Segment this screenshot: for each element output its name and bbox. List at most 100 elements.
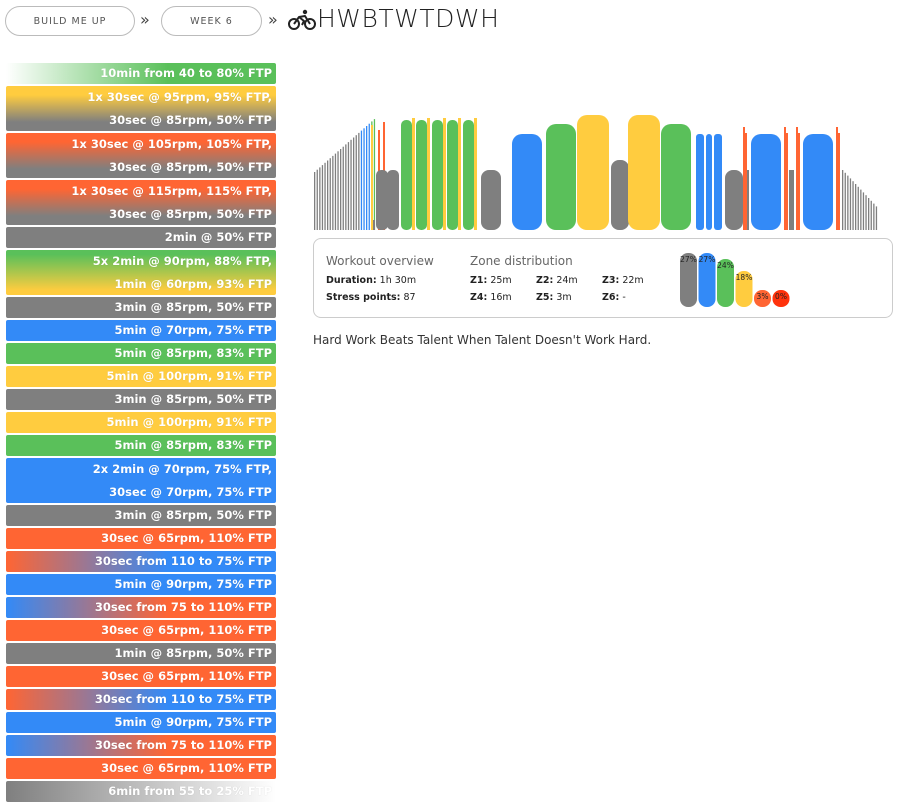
- chart-bar: [784, 127, 786, 230]
- chart-bar: [714, 134, 722, 230]
- interval-label: 30sec @ 65rpm, 110% FTP: [101, 669, 272, 683]
- interval-item[interactable]: 3min @ 85rpm, 50% FTP: [6, 389, 276, 410]
- interval-label: 3min @ 85rpm, 50% FTP: [114, 508, 272, 522]
- zone-item-z2: Z2: 24m: [536, 275, 578, 286]
- interval-item[interactable]: 30sec from 110 to 75% FTP: [6, 689, 276, 710]
- chart-bar: [725, 170, 743, 230]
- chart-bar: [628, 115, 660, 230]
- zone-value: 22m: [622, 275, 644, 286]
- chart-bar: [463, 120, 474, 230]
- chart-bar: [342, 146, 344, 230]
- zone-label: Z2:: [536, 275, 554, 286]
- interval-label: 1x 30sec @ 115rpm, 115% FTP,: [71, 184, 272, 198]
- interval-item[interactable]: 2x 2min @ 70rpm, 75% FTP, 30sec @ 70rpm, …: [6, 458, 276, 503]
- interval-item[interactable]: 30sec @ 65rpm, 110% FTP: [6, 758, 276, 779]
- chart-bar: [416, 120, 427, 230]
- interval-item[interactable]: 5min @ 100rpm, 91% FTP: [6, 366, 276, 387]
- chart-bar: [334, 153, 337, 230]
- chart-bar: [332, 155, 334, 230]
- chart-bar: [798, 133, 800, 230]
- interval-label: 1min @ 60rpm, 93% FTP: [114, 276, 272, 291]
- interval-item[interactable]: 5min @ 70rpm, 75% FTP: [6, 320, 276, 341]
- interval-item[interactable]: 5x 2min @ 90rpm, 88% FTP, 1min @ 60rpm, 9…: [6, 250, 276, 295]
- interval-item[interactable]: 30sec @ 65rpm, 110% FTP: [6, 666, 276, 687]
- interval-item[interactable]: 1x 30sec @ 105rpm, 105% FTP, 30sec @ 85rp…: [6, 133, 276, 178]
- interval-item[interactable]: 30sec from 75 to 110% FTP: [6, 597, 276, 618]
- chart-bar: [458, 118, 461, 230]
- zone-bar-label: 18%: [736, 273, 753, 282]
- chart-bar: [870, 200, 872, 230]
- interval-item[interactable]: 5min @ 90rpm, 75% FTP: [6, 712, 276, 733]
- interval-item[interactable]: 2min @ 50% FTP: [6, 227, 276, 248]
- chart-bar: [337, 151, 339, 230]
- chart-bar: [481, 170, 501, 230]
- interval-item[interactable]: 30sec @ 65rpm, 110% FTP: [6, 620, 276, 641]
- interval-item[interactable]: 10min from 40 to 80% FTP: [6, 63, 276, 84]
- chart-bar: [838, 133, 840, 230]
- interval-item[interactable]: 5min @ 100rpm, 91% FTP: [6, 412, 276, 433]
- breadcrumb-plan-button[interactable]: BUILD ME UP: [5, 6, 135, 36]
- chart-bar: [373, 220, 375, 230]
- interval-item[interactable]: 30sec @ 65rpm, 110% FTP: [6, 528, 276, 549]
- interval-label: 30sec @ 85rpm, 50% FTP: [109, 206, 272, 221]
- chart-bar: [849, 178, 852, 230]
- interval-item[interactable]: 1min @ 85rpm, 50% FTP: [6, 643, 276, 664]
- zone-item-z4: Z4: 16m: [470, 292, 512, 303]
- interval-label: 30sec @ 65rpm, 110% FTP: [101, 531, 272, 545]
- chart-bar: [512, 134, 542, 230]
- bicycle-icon: [288, 9, 316, 35]
- chart-bar: [865, 195, 867, 230]
- breadcrumb-week-button[interactable]: WEEK 6: [161, 6, 262, 36]
- chart-bar: [745, 133, 747, 230]
- interval-label: 2x 2min @ 70rpm, 75% FTP,: [92, 462, 272, 476]
- zone-distribution-heading: Zone distribution: [470, 254, 573, 268]
- zone-bar-label: 3%: [757, 292, 769, 301]
- chart-bar: [360, 130, 363, 230]
- interval-item[interactable]: 5min @ 85rpm, 83% FTP: [6, 435, 276, 456]
- interval-label: 30sec from 75 to 110% FTP: [94, 738, 272, 752]
- chart-bar: [857, 186, 859, 230]
- interval-list: 10min from 40 to 80% FTP 1x 30sec @ 95rpm…: [6, 63, 276, 804]
- zone-label: Z1:: [470, 275, 488, 286]
- interval-label: 30sec @ 65rpm, 110% FTP: [101, 623, 272, 637]
- chart-bar: [387, 170, 399, 230]
- interval-label: 30sec from 75 to 110% FTP: [94, 600, 272, 614]
- zone-bar: [680, 253, 697, 307]
- interval-label: 3min @ 85rpm, 50% FTP: [114, 392, 272, 406]
- chart-bar: [371, 125, 373, 230]
- zone-bar: [754, 290, 771, 307]
- chart-bar: [366, 126, 368, 230]
- chart-bar: [353, 137, 355, 230]
- chart-bar: [751, 134, 781, 230]
- interval-item[interactable]: 1x 30sec @ 95rpm, 95% FTP, 30sec @ 85rpm,…: [6, 86, 276, 131]
- interval-label: 5min @ 100rpm, 91% FTP: [106, 369, 272, 383]
- interval-label: 5min @ 100rpm, 91% FTP: [106, 415, 272, 429]
- zone-bar-label: 27%: [699, 255, 716, 264]
- interval-item[interactable]: 5min @ 90rpm, 75% FTP: [6, 574, 276, 595]
- chart-bar: [327, 160, 329, 230]
- interval-label: 6min from 55 to 25% FTP: [108, 784, 272, 798]
- interval-item[interactable]: 5min @ 85rpm, 83% FTP: [6, 343, 276, 364]
- interval-label: 30sec @ 85rpm, 50% FTP: [109, 159, 272, 174]
- interval-label: 1x 30sec @ 95rpm, 95% FTP,: [87, 90, 272, 104]
- interval-item[interactable]: 3min @ 85rpm, 50% FTP: [6, 505, 276, 526]
- interval-item[interactable]: 3min @ 85rpm, 50% FTP: [6, 297, 276, 318]
- zone-item-z3: Z3: 22m: [602, 275, 644, 286]
- chart-bar: [747, 170, 749, 230]
- chart-bar: [427, 118, 430, 230]
- stress-value: 87: [403, 292, 416, 303]
- chart-bar: [868, 198, 870, 230]
- page-title: HWBTWTDWH: [317, 4, 500, 33]
- zone-value: 16m: [490, 292, 512, 303]
- interval-item[interactable]: 30sec from 75 to 110% FTP: [6, 735, 276, 756]
- chart-bar: [345, 144, 347, 230]
- chart-bar: [855, 184, 857, 230]
- zone-bar-label: 24%: [717, 261, 734, 270]
- interval-label: 3min @ 85rpm, 50% FTP: [114, 300, 272, 314]
- zone-label: Z6:: [602, 292, 620, 303]
- chart-bar: [852, 181, 854, 230]
- interval-item[interactable]: 6min from 55 to 25% FTP: [6, 781, 276, 802]
- interval-item[interactable]: 30sec from 110 to 75% FTP: [6, 551, 276, 572]
- zone-bar: [735, 271, 753, 307]
- interval-item[interactable]: 1x 30sec @ 115rpm, 115% FTP, 30sec @ 85rp…: [6, 180, 276, 225]
